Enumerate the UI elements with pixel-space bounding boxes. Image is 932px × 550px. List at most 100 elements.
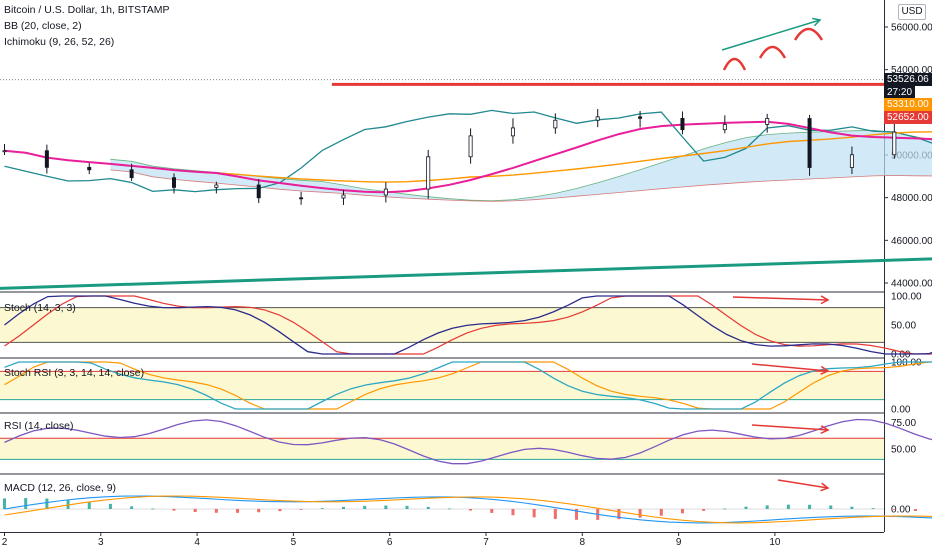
macd-signal-line	[4, 495, 932, 524]
macd-histogram-bar	[45, 498, 49, 509]
macd-histogram-bar	[236, 509, 240, 513]
pattern-arc	[793, 27, 824, 41]
candle-body	[426, 156, 431, 190]
stoch-legend[interactable]: Stoch (14, 3, 3)	[4, 302, 76, 314]
rsi-tick-label: 50.00	[891, 444, 916, 455]
stoch-tick-label: 0.00	[891, 350, 911, 361]
candle-body	[807, 118, 812, 168]
price-tick-label: 48000.00	[891, 193, 932, 204]
price-tick-label: 54000.00	[891, 65, 932, 76]
macd-histogram-bar	[617, 509, 621, 520]
macd-histogram-bar	[808, 504, 812, 509]
macd-histogram-bar	[659, 509, 663, 516]
macd-histogram-bar	[3, 498, 6, 509]
price-divergence-arrow	[721, 19, 821, 51]
macd-histogram-bar	[384, 505, 388, 509]
time-tick-label: 10	[769, 537, 781, 548]
currency-button[interactable]: USD	[898, 4, 926, 20]
candle-body	[341, 194, 346, 199]
macd-histogram-bar	[447, 508, 451, 510]
time-tick-label: 3	[98, 537, 104, 548]
macd-histogram-bar	[24, 498, 28, 509]
kijun-line	[4, 131, 932, 183]
senkou-span-b	[110, 169, 932, 202]
macd-histogram-bar	[108, 503, 112, 509]
candle-body	[892, 131, 897, 156]
macd-histogram-bar	[130, 506, 134, 509]
stoch-band	[0, 307, 884, 343]
macd-histogram-bar	[469, 509, 473, 511]
macd-divergence-arrow	[777, 479, 829, 489]
ichimoku-legend[interactable]: Ichimoku (9, 26, 52, 26)	[4, 36, 115, 48]
macd-histogram-bar	[553, 509, 557, 519]
stoch-rsi-main-line	[4, 361, 932, 410]
last-price-tag: 53526.06	[884, 73, 932, 86]
macd-histogram-bar	[575, 509, 579, 520]
macd-histogram-bar	[320, 508, 324, 509]
macd-histogram-bar	[257, 509, 261, 513]
pattern-arc	[722, 57, 747, 71]
macd-histogram-bar	[87, 501, 91, 509]
time-tick-label: 7	[483, 537, 489, 548]
stoch-signal-line	[4, 295, 932, 355]
rsi-divergence-arrow-head	[820, 425, 830, 435]
candle-body	[171, 177, 176, 188]
kijun-price-tag: 53310.00	[884, 98, 932, 111]
macd-histogram-bar	[426, 506, 430, 509]
bb-lower-price-tag: 52652.00	[884, 111, 932, 124]
candle-body	[129, 169, 134, 179]
candle-body	[510, 127, 515, 137]
macd-histogram-bar	[871, 508, 875, 509]
time-tick-label: 9	[676, 537, 682, 548]
candle-body	[638, 116, 643, 119]
macd-histogram-bar	[405, 505, 409, 509]
countdown-tag: 27:20	[884, 86, 916, 99]
rsi-legend[interactable]: RSI (14, close)	[4, 420, 74, 432]
macd-histogram-bar	[786, 504, 790, 509]
candle-body	[765, 118, 770, 125]
stoch-divergence-arrow-head	[820, 295, 830, 305]
stoch-divergence-arrow	[732, 296, 829, 301]
time-tick-label: 8	[580, 537, 586, 548]
macd-histogram-bar	[363, 505, 367, 509]
macd-histogram-bar	[638, 509, 642, 518]
stoch-main-line	[4, 295, 932, 355]
stoch-rsi-legend[interactable]: Stoch RSI (3, 3, 14, 14, close)	[4, 367, 145, 379]
price-tick-label: 46000.00	[891, 236, 932, 247]
macd-histogram-bar	[702, 509, 706, 511]
macd-histogram-bar	[829, 505, 833, 509]
macd-histogram-bar	[341, 506, 345, 509]
macd-tick-label: 0.00	[891, 505, 911, 516]
macd-histogram-bar	[151, 508, 155, 510]
macd-histogram-bar	[723, 508, 727, 510]
candle-body	[299, 197, 304, 200]
stoch-rsi-tick-label: 0.00	[891, 405, 911, 416]
macd-divergence-arrow-head	[820, 482, 830, 492]
chikou-span	[4, 109, 932, 193]
macd-histogram-bar	[744, 506, 748, 509]
bb-legend[interactable]: BB (20, close, 2)	[4, 20, 82, 32]
candle-body	[722, 124, 727, 131]
candle-body	[553, 119, 558, 129]
rsi-tick-label: 75.00	[891, 418, 916, 429]
macd-histogram-bar	[850, 506, 854, 509]
macd-legend[interactable]: MACD (12, 26, close, 9)	[4, 482, 117, 494]
candle-body	[2, 150, 7, 153]
time-tick-label: 5	[291, 537, 297, 548]
macd-line	[4, 495, 932, 524]
macd-histogram-bar	[278, 509, 282, 512]
rsi-main-line	[4, 418, 932, 465]
price-tick-label: 56000.00	[891, 23, 932, 34]
rsi-band	[0, 438, 884, 460]
senkou-span-a	[110, 129, 932, 202]
candle-body	[680, 117, 685, 131]
macd-histogram-bar	[913, 509, 917, 511]
stoch-rsi-tick-label: 100.00	[891, 358, 922, 369]
candle-body	[87, 166, 92, 171]
stoch-tick-label: 100.00	[891, 292, 922, 303]
candle-body	[383, 188, 388, 196]
macd-histogram-bar	[532, 509, 536, 518]
macd-histogram-bar	[299, 509, 303, 510]
macd-histogram-bar	[193, 509, 197, 513]
